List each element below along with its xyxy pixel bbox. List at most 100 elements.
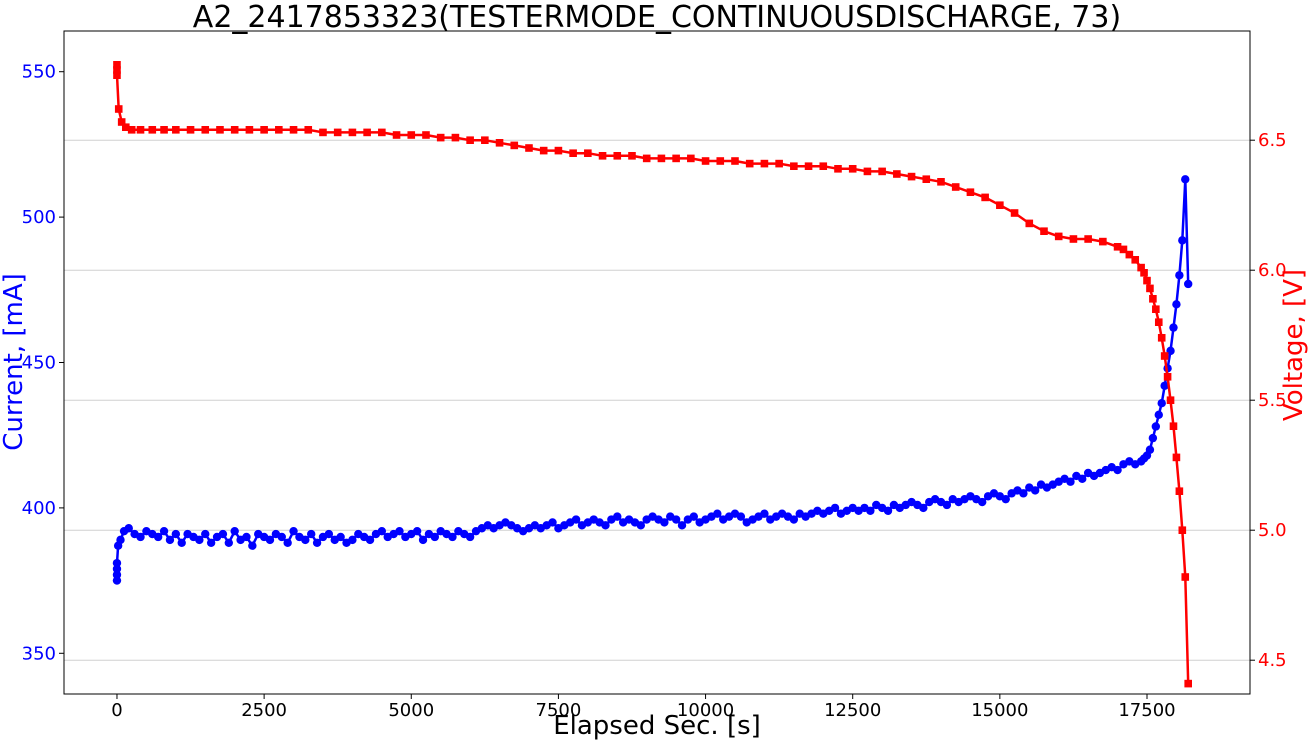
data-point-current (613, 512, 622, 521)
data-point-current (919, 503, 928, 513)
data-point-voltage (672, 154, 680, 163)
data-point-voltage (613, 152, 622, 160)
x-tick-label: 2500 (241, 700, 287, 721)
data-point-voltage (848, 165, 857, 173)
x-axis-label: Elapsed Sec. [s] (553, 711, 761, 741)
data-point-voltage (569, 149, 577, 157)
y-left-tick-label: 450 (22, 353, 56, 374)
y-right-tick-label: 5.0 (1258, 520, 1287, 541)
data-point-current (866, 506, 875, 516)
grid-lines (64, 139, 1250, 661)
data-point-current (224, 538, 234, 547)
data-point-voltage (790, 162, 798, 170)
y-left-axis-label: Current, [mA] (0, 273, 29, 451)
x-tick-label: 17500 (1118, 700, 1175, 721)
data-point-voltage (407, 131, 416, 139)
x-tick-label: 15000 (971, 700, 1028, 721)
data-point-current (242, 532, 251, 542)
data-point-current (1169, 323, 1178, 332)
data-point-voltage (127, 126, 136, 134)
data-point-current (1145, 445, 1155, 454)
data-point-current (1001, 494, 1010, 504)
data-point-voltage (598, 152, 607, 160)
data-point-voltage (539, 146, 548, 155)
data-point-current (465, 532, 475, 542)
data-point-voltage (275, 126, 283, 134)
data-point-voltage (745, 159, 754, 168)
data-point-voltage (1137, 263, 1145, 272)
data-point-current (713, 509, 722, 518)
data-point-voltage (1169, 422, 1178, 430)
data-point-current (830, 503, 840, 513)
data-point-current (1157, 399, 1166, 408)
data-point-voltage (1140, 269, 1148, 277)
y-left-tick-label: 500 (22, 207, 56, 228)
data-point-voltage (834, 165, 842, 173)
x-tick-label: 10000 (677, 700, 734, 721)
data-point-voltage (201, 126, 210, 134)
data-point-voltage (1154, 318, 1163, 326)
data-point-voltage (436, 133, 445, 142)
data-point-current (1019, 489, 1028, 498)
series-left (112, 175, 1193, 585)
data-point-voltage (981, 193, 989, 202)
y-left-tick-label: 550 (22, 62, 56, 83)
data-point-voltage (937, 178, 945, 186)
data-point-voltage (451, 133, 460, 142)
y-left-tick-label: 350 (22, 643, 56, 664)
data-point-voltage (1040, 227, 1048, 235)
data-point-current (153, 532, 163, 542)
data-point-voltage (731, 157, 739, 165)
data-point-current (301, 535, 310, 545)
data-point-current (448, 532, 457, 542)
data-point-current (1078, 474, 1087, 484)
data-point-voltage (1172, 453, 1181, 462)
data-point-voltage (554, 146, 563, 155)
data-point-current (283, 538, 292, 547)
data-point-current (1113, 465, 1122, 475)
chart-title: A2_2417853323(TESTERMODE_CONTINUOUSDISCH… (193, 0, 1121, 35)
data-point-voltage (363, 128, 371, 137)
data-point-voltage (1146, 284, 1154, 293)
data-point-voltage (584, 149, 592, 157)
data-point-voltage (113, 71, 121, 79)
data-point-voltage (804, 162, 813, 170)
y-right-axis-ticks: 4.5 5.0 5.5 6.0 6.5 (1250, 130, 1287, 671)
data-point-current (760, 509, 769, 518)
data-point-voltage (160, 126, 168, 134)
data-point-voltage (136, 126, 145, 134)
x-tick-label: 7500 (536, 700, 582, 721)
data-point-voltage (1143, 276, 1151, 285)
data-point-voltage (1119, 245, 1128, 254)
data-point-voltage (1149, 295, 1157, 303)
data-point-voltage (996, 201, 1004, 209)
data-point-current (942, 500, 952, 510)
data-point-voltage (760, 159, 769, 168)
data-point-voltage (701, 157, 710, 165)
data-point-voltage (333, 128, 342, 137)
data-point-current (307, 529, 316, 539)
data-point-current (977, 497, 987, 507)
data-point-voltage (966, 188, 975, 196)
data-point-voltage (1025, 219, 1034, 228)
data-point-voltage (1160, 352, 1169, 360)
y-right-tick-label: 5.5 (1258, 390, 1287, 411)
data-point-current (116, 535, 125, 545)
x-axis-ticks: 0 2500 5000 7500 10000 12500 15000 17500 (111, 694, 1176, 721)
data-point-voltage (1184, 679, 1192, 688)
y-right-tick-label: 4.5 (1258, 650, 1287, 671)
data-point-voltage (260, 126, 268, 134)
data-point-voltage (1152, 305, 1160, 313)
data-point-voltage (1084, 235, 1092, 243)
data-point-current (636, 521, 646, 530)
data-point-current (312, 538, 322, 547)
data-point-voltage (186, 126, 195, 134)
data-point-current (418, 535, 428, 545)
data-point-current (1154, 410, 1163, 420)
data-point-voltage (510, 141, 519, 150)
data-point-current (201, 529, 210, 539)
data-point-current (548, 518, 557, 527)
data-point-current (171, 529, 181, 539)
data-point-voltage (1054, 232, 1063, 241)
x-tick-label: 5000 (388, 700, 434, 721)
